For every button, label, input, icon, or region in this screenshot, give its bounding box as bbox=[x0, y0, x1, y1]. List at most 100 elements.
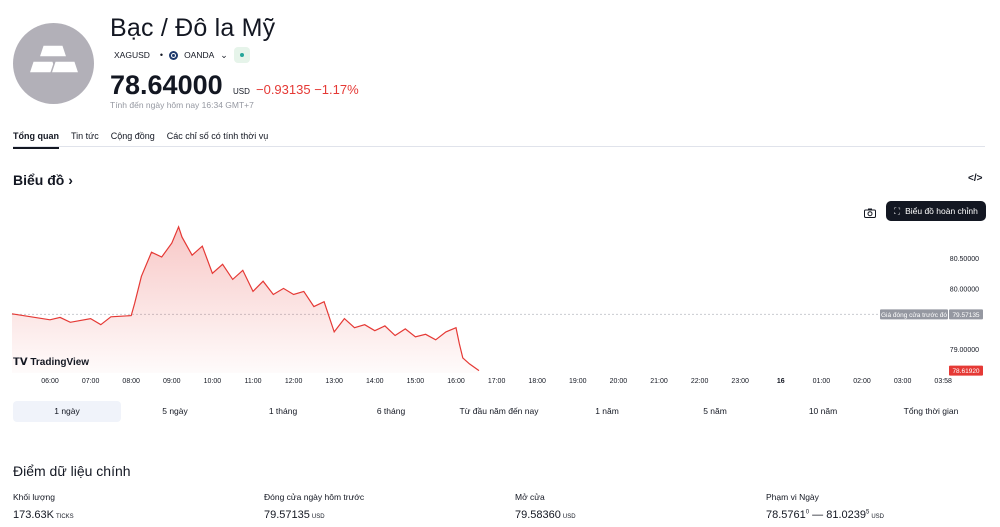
stat-value: 78.57610 — 81.02395USD bbox=[766, 509, 884, 521]
stat-label: Phạm vi Ngày bbox=[766, 492, 819, 502]
range-5d[interactable]: 5 ngày bbox=[162, 406, 188, 416]
range-1d[interactable]: 1 ngày bbox=[13, 401, 121, 422]
x-tick-label: 14:00 bbox=[366, 378, 384, 385]
open-value: 79.58360 bbox=[515, 509, 561, 521]
change-percent: −1.17% bbox=[314, 82, 359, 97]
x-tick-label: 23:00 bbox=[731, 378, 749, 385]
tab-bar: Tổng quan Tin tức Cộng đồng Các chỉ số c… bbox=[13, 131, 268, 149]
x-tick-label: 22:00 bbox=[691, 378, 709, 385]
range-6m[interactable]: 6 tháng bbox=[376, 406, 406, 416]
range-high-sup: 5 bbox=[866, 509, 870, 516]
tab-news[interactable]: Tin tức bbox=[71, 131, 99, 141]
tradingview-icon: 𝗧𝗩 bbox=[13, 357, 28, 368]
separator-dot: • bbox=[159, 50, 164, 60]
range-10y[interactable]: 10 năm bbox=[808, 406, 838, 416]
volume-value: 173.63K bbox=[13, 509, 54, 521]
y-tick-label: 79.00000 bbox=[950, 347, 979, 354]
last-price-badge-bg bbox=[949, 365, 983, 376]
last-price-badge: 78.61920 bbox=[952, 368, 979, 375]
tab-seasonals[interactable]: Các chỉ số có tính thời vụ bbox=[166, 131, 269, 141]
x-tick-label: 19:00 bbox=[569, 378, 587, 385]
prev-close-unit: USD bbox=[311, 514, 325, 520]
range-5y[interactable]: 5 năm bbox=[703, 406, 727, 416]
expand-icon: ⛶ bbox=[894, 205, 901, 216]
range-1y[interactable]: 1 năm bbox=[595, 406, 619, 416]
broker-label[interactable]: OANDA bbox=[184, 50, 215, 60]
status-dot-icon bbox=[239, 53, 244, 57]
prev-close-badge-label: Giá đóng cửa trước đó bbox=[881, 311, 947, 319]
x-tick-label: 15:00 bbox=[407, 378, 425, 385]
range-separator: — bbox=[809, 509, 827, 521]
x-tick-label: 21:00 bbox=[650, 378, 668, 385]
tradingview-label: TradingView bbox=[30, 357, 90, 368]
x-tick-label: 06:00 bbox=[41, 378, 59, 385]
x-tick-label: 18:00 bbox=[528, 378, 546, 385]
camera-icon[interactable] bbox=[864, 205, 876, 218]
chart-section-title[interactable]: Biểu đồ › bbox=[13, 172, 73, 188]
chevron-down-icon[interactable]: ⌄ bbox=[220, 49, 228, 60]
price-chart[interactable]: 06:00 07:00 08:00 09:00 10:00 11:00 12:00 13:00… bbox=[0, 225, 1000, 390]
x-tick-label: 09:00 bbox=[163, 378, 181, 385]
tradingview-logo[interactable]: 𝗧𝗩 TradingView bbox=[13, 357, 89, 368]
full-chart-label: Biểu đồ hoàn chỉnh bbox=[905, 206, 978, 216]
range-unit: USD bbox=[871, 514, 885, 520]
stat-value: 173.63K TICKS bbox=[13, 509, 74, 521]
x-tick-label: 17:00 bbox=[488, 378, 506, 385]
price-line bbox=[11, 225, 480, 372]
range-ytd[interactable]: Từ đầu năm đến nay bbox=[459, 406, 539, 416]
range-low-sup: 0 bbox=[805, 509, 810, 516]
tab-divider bbox=[13, 146, 985, 147]
stat-volume: Khối lượng 173.63K TICKS bbox=[13, 492, 74, 521]
key-data-title: Điểm dữ liệu chính bbox=[13, 463, 131, 479]
current-price: 78.64000 bbox=[110, 70, 223, 100]
x-tick-label: 01:00 bbox=[813, 378, 831, 385]
as-of-timestamp: Tính đến ngày hôm nay 16:34 GMT+7 bbox=[110, 100, 254, 110]
symbol-label[interactable]: XAGUSD bbox=[114, 50, 150, 60]
price-area bbox=[12, 226, 479, 373]
stat-prev-close: Đóng cửa ngày hôm trước 79.57135 USD bbox=[264, 492, 364, 521]
y-tick-label: 80.50000 bbox=[950, 256, 979, 263]
range-high: 81.0239 bbox=[826, 509, 866, 521]
x-tick-label: 03:58 bbox=[934, 378, 952, 385]
x-tick-label: 03:00 bbox=[894, 378, 912, 385]
range-all[interactable]: Tổng thời gian bbox=[903, 406, 959, 416]
x-tick-label: 08:00 bbox=[122, 378, 140, 385]
range-1m[interactable]: 1 tháng bbox=[268, 406, 298, 416]
prev-close-badge-value-bg bbox=[949, 309, 983, 320]
full-chart-button[interactable]: ⛶ Biểu đồ hoàn chỉnh bbox=[886, 201, 986, 221]
open-unit: USD bbox=[562, 514, 576, 520]
x-tick-label: 16 bbox=[777, 378, 785, 385]
x-tick-label: 11:00 bbox=[245, 378, 262, 385]
prev-close-value: 79.57135 bbox=[264, 509, 310, 521]
range-selector: 1 ngày 5 ngày 1 tháng 6 tháng Từ đầu năm… bbox=[13, 401, 985, 422]
prev-close-badge-label-bg bbox=[880, 309, 948, 320]
x-tick-label: 02:00 bbox=[853, 378, 871, 385]
symbol-chips: XAGUSD • OANDA ⌄ bbox=[110, 46, 250, 64]
x-tick-label: 13:00 bbox=[325, 378, 343, 385]
x-tick-label: 07:00 bbox=[82, 378, 100, 385]
stat-label: Đóng cửa ngày hôm trước bbox=[264, 492, 365, 502]
y-tick-label: 80.00000 bbox=[950, 286, 979, 293]
change-value: −0.93135 bbox=[256, 82, 311, 97]
tab-overview[interactable]: Tổng quan bbox=[13, 131, 59, 149]
stat-value: 79.57135 USD bbox=[264, 509, 364, 521]
market-status-badge[interactable] bbox=[233, 47, 250, 63]
x-tick-label: 12:00 bbox=[285, 378, 303, 385]
silver-bars-logo bbox=[13, 23, 94, 104]
volume-unit: TICKS bbox=[55, 514, 74, 520]
prev-close-badge-value: 79.57135 bbox=[952, 312, 979, 319]
oanda-icon bbox=[169, 50, 179, 60]
stat-value: 79.58360 USD bbox=[515, 509, 576, 521]
stat-day-range: Phạm vi Ngày 78.57610 — 81.02395USD bbox=[766, 492, 884, 521]
range-low: 78.5761 bbox=[766, 509, 806, 521]
price-change: −0.93135 −1.17% bbox=[256, 82, 359, 97]
page-title: Bạc / Đô la Mỹ bbox=[110, 14, 276, 42]
stat-open: Mở cửa 79.58360 USD bbox=[515, 492, 576, 521]
price-currency: USD bbox=[233, 87, 250, 96]
x-tick-label: 20:00 bbox=[610, 378, 628, 385]
x-tick-label: 16:00 bbox=[447, 378, 465, 385]
embed-code-icon[interactable]: </> bbox=[968, 173, 983, 184]
tab-community[interactable]: Cộng đồng bbox=[110, 131, 155, 141]
stat-label: Khối lượng bbox=[13, 492, 55, 502]
x-tick-label: 10:00 bbox=[204, 378, 222, 385]
